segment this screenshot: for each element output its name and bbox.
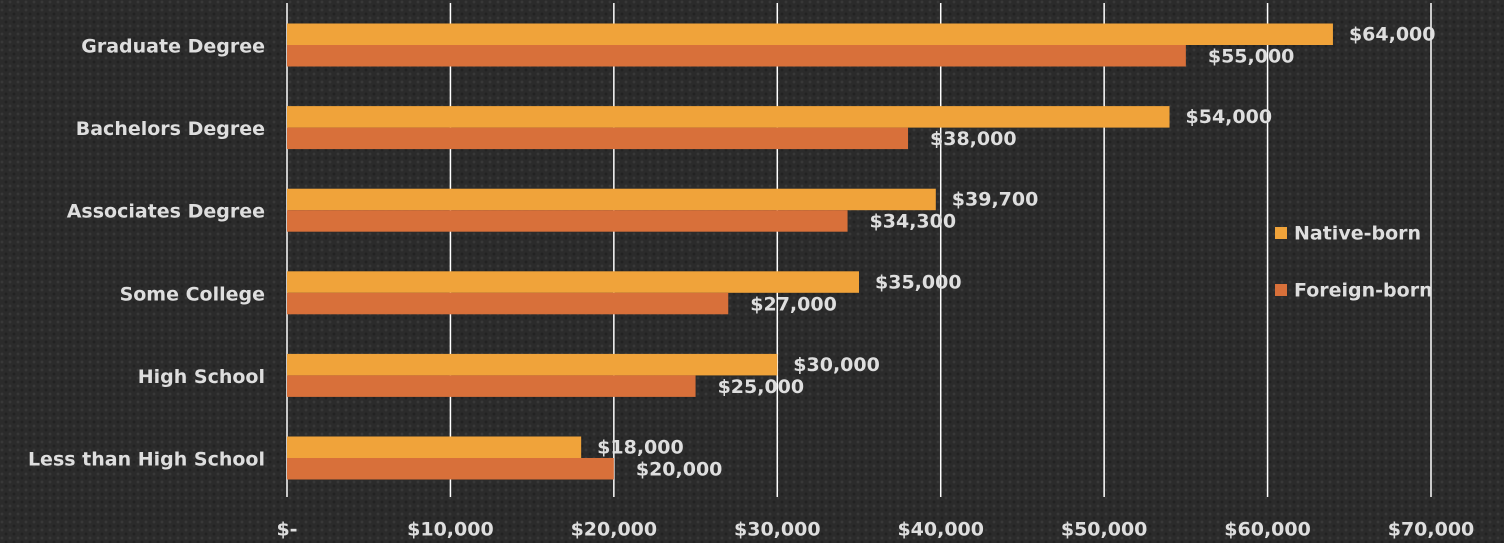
value-label: $38,000 — [930, 128, 1017, 150]
bar — [287, 210, 848, 232]
value-label: $64,000 — [1349, 24, 1436, 46]
category-label: Some College — [120, 283, 265, 305]
x-tick-label: $10,000 — [407, 519, 494, 541]
bar — [287, 127, 909, 150]
x-tick-label: $30,000 — [734, 519, 821, 541]
bar — [287, 45, 1186, 67]
value-label: $34,300 — [870, 211, 957, 233]
value-label: $30,000 — [793, 354, 880, 376]
x-tick-label: $50,000 — [1061, 519, 1148, 541]
value-label: $20,000 — [636, 459, 723, 481]
legend-swatch — [1275, 284, 1287, 296]
value-label: $27,000 — [750, 293, 837, 315]
category-label: Bachelors Degree — [76, 118, 265, 140]
x-tick-label: $20,000 — [571, 519, 658, 541]
value-label: $55,000 — [1208, 46, 1295, 68]
x-tick-label: $- — [276, 519, 297, 541]
bar — [287, 271, 859, 293]
value-label: $39,700 — [952, 189, 1039, 211]
category-label: Associates Degree — [67, 201, 265, 223]
bar — [287, 375, 696, 397]
bar — [287, 106, 1170, 128]
bar — [287, 353, 778, 376]
x-tick-label: $70,000 — [1388, 519, 1475, 541]
legend-label: Foreign-born — [1294, 280, 1433, 302]
bar — [287, 436, 582, 458]
value-label: $54,000 — [1186, 106, 1273, 128]
value-label: $25,000 — [718, 376, 805, 398]
bar — [287, 292, 729, 315]
value-label: $35,000 — [875, 271, 962, 293]
value-label: $18,000 — [597, 437, 684, 459]
category-label: Less than High School — [28, 449, 265, 471]
legend-swatch — [1275, 227, 1287, 239]
x-tick-label: $40,000 — [897, 519, 984, 541]
bar — [287, 23, 1333, 45]
x-tick-label: $60,000 — [1224, 519, 1311, 541]
category-label: High School — [138, 366, 265, 388]
category-label: Graduate Degree — [81, 36, 265, 58]
legend-label: Native-born — [1294, 223, 1421, 245]
bar — [287, 458, 614, 480]
bar — [287, 188, 936, 211]
